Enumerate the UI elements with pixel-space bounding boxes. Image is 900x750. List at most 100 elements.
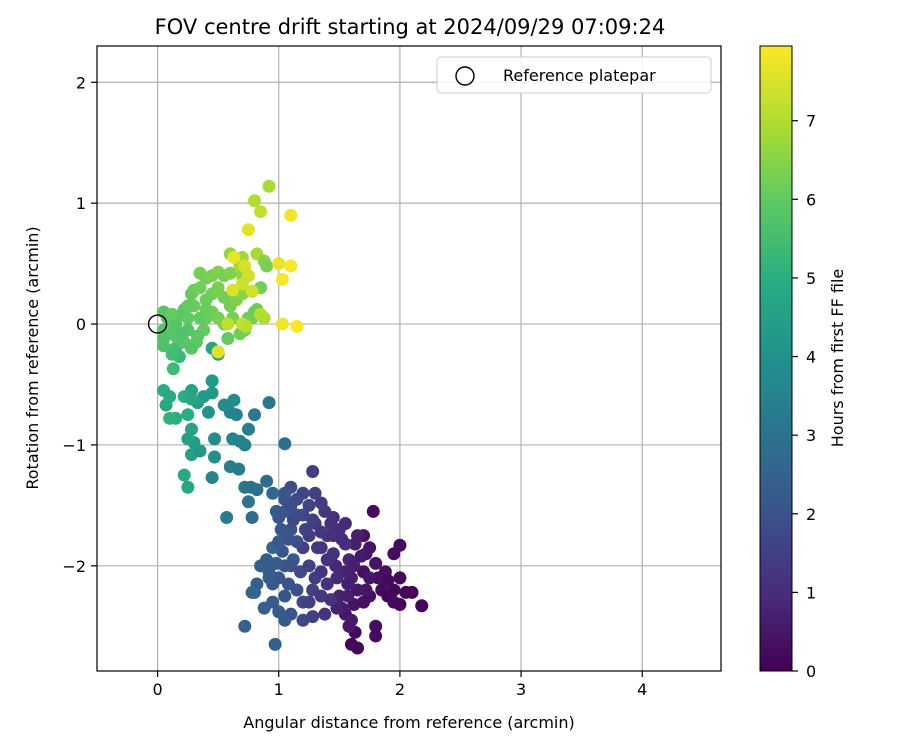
colorbar-tick-label: 4 [806, 348, 816, 367]
data-point [238, 619, 252, 633]
data-point [278, 437, 292, 451]
x-tick-label: 1 [274, 680, 284, 699]
data-point [369, 556, 383, 570]
data-point [262, 571, 276, 585]
colorbar-tick-label: 2 [806, 505, 816, 524]
data-point [278, 486, 292, 500]
data-point [314, 589, 328, 603]
data-point [320, 577, 334, 591]
data-point [342, 619, 356, 633]
data-point [181, 299, 195, 313]
data-point [281, 532, 295, 546]
data-point [208, 432, 222, 446]
colorbar-tick-label: 6 [806, 190, 816, 209]
data-point [241, 223, 255, 237]
y-axis-label: Rotation from reference (arcmin) [23, 226, 42, 489]
data-point [193, 311, 207, 325]
data-point [260, 259, 274, 273]
data-point [324, 517, 338, 531]
data-point [284, 559, 298, 573]
data-point [405, 585, 419, 599]
data-point [284, 208, 298, 222]
data-point [366, 504, 380, 518]
data-point [181, 480, 195, 494]
data-point [351, 583, 365, 597]
data-point [241, 495, 255, 509]
data-point [363, 571, 377, 585]
data-point [257, 601, 271, 615]
data-point [208, 450, 222, 464]
data-point [335, 532, 349, 546]
data-point [177, 335, 191, 349]
data-point [163, 390, 177, 404]
data-point [181, 311, 195, 325]
data-point [250, 483, 264, 497]
data-point [351, 641, 365, 655]
legend-label: Reference platepar [503, 66, 656, 85]
data-point [268, 637, 282, 651]
scatter-points [157, 179, 429, 655]
data-point [351, 529, 365, 543]
data-point [354, 549, 368, 563]
data-point [381, 573, 395, 587]
data-point [221, 332, 235, 346]
data-point [245, 284, 259, 298]
y-tick-label: 0 [76, 315, 86, 334]
data-point [302, 595, 316, 609]
data-point [211, 281, 225, 295]
data-point [272, 257, 286, 271]
data-point [278, 589, 292, 603]
data-point [232, 462, 246, 476]
data-point [193, 281, 207, 295]
data-point [260, 474, 274, 488]
data-point [393, 571, 407, 585]
data-point [239, 319, 253, 333]
data-point [248, 408, 262, 422]
data-point [314, 496, 328, 510]
data-point [284, 498, 298, 512]
data-point [290, 319, 304, 333]
data-point [290, 508, 304, 522]
data-point [205, 374, 219, 388]
x-tick-label: 0 [152, 680, 162, 699]
data-point [341, 577, 355, 591]
data-point [181, 408, 195, 422]
y-tick-label: 1 [76, 194, 86, 213]
colorbar-tick-label: 5 [806, 269, 816, 288]
data-point [181, 432, 195, 446]
data-point [415, 599, 429, 613]
data-point [274, 523, 288, 537]
data-point [245, 510, 259, 524]
data-point [318, 607, 332, 621]
data-point [272, 571, 286, 585]
data-point [211, 345, 225, 359]
y-tick-label: 2 [76, 73, 86, 92]
data-point [290, 583, 304, 597]
grid-lines [97, 46, 721, 671]
x-tick-label: 3 [516, 680, 526, 699]
data-point [314, 565, 328, 579]
data-point [284, 259, 298, 273]
colorbar-gradient [759, 45, 793, 672]
data-point [191, 329, 205, 343]
data-point [262, 396, 276, 410]
data-point [177, 468, 191, 482]
data-point [226, 283, 240, 297]
data-point [320, 553, 334, 567]
data-point [347, 559, 361, 573]
data-point [165, 307, 179, 321]
data-point [275, 272, 289, 286]
colorbar-tick-label: 7 [806, 112, 816, 131]
colorbar-label: Hours from first FF file [828, 269, 847, 448]
data-point [306, 465, 320, 479]
data-point [254, 205, 268, 219]
data-point [220, 510, 234, 524]
data-point [308, 486, 322, 500]
data-point [306, 610, 320, 624]
data-point [217, 398, 231, 412]
legend-box [436, 56, 712, 94]
y-tick-label: −1 [62, 436, 86, 455]
data-point [298, 523, 312, 537]
data-point [296, 486, 310, 500]
